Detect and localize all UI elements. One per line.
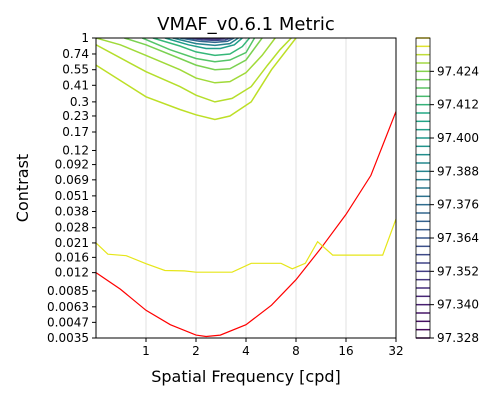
y-tick-label: 0.23 [62,109,89,123]
y-tick-label: 0.0063 [47,300,89,314]
y-tick-label: 0.0035 [47,331,89,345]
x-tick-label: 1 [142,344,150,358]
colorbar-tick-label: 97.352 [437,264,479,278]
series-line-1 [96,218,396,273]
y-tick-label: 0.0047 [47,315,89,329]
x-axis-ticks: 1 2 4 8 16 32 [142,338,404,358]
y-tick-label: 0.051 [55,189,89,203]
y-tick-label: 0.17 [62,125,89,139]
contour-line-3 [124,38,263,71]
contour-line-0 [96,38,297,121]
contour-lines [96,38,297,121]
y-tick-label: 0.016 [55,250,89,264]
colorbar-tick-label: 97.400 [437,131,479,145]
y-tick-label: 0.41 [62,78,89,92]
colorbar-frame [415,37,431,339]
contour-line-7 [172,38,239,47]
x-tick-label: 4 [242,344,250,358]
y-axis-label: Contrast [13,154,32,222]
x-tick-label: 8 [292,344,300,358]
x-tick-label: 2 [192,344,200,358]
y-tick-label: 0.069 [55,173,89,187]
colorbar-tick-label: 97.388 [437,164,479,178]
y-tick-label: 0.021 [55,236,89,250]
y-tick-label: 0.0085 [47,284,89,298]
y-tick-label: 0.028 [55,221,89,235]
x-axis-label: Spatial Frequency [cpd] [151,367,341,386]
y-tick-label: 0.092 [55,158,89,172]
colorbar-tick-label: 97.340 [437,298,479,312]
y-tick-label: 0.12 [62,143,89,157]
y-tick-label: 0.3 [70,95,89,109]
y-tick-label: 1 [81,31,89,45]
contour-line-4 [142,38,256,63]
x-tick-label: 32 [388,344,403,358]
contour-line-5 [152,38,251,57]
colorbar-tick-label: 97.412 [437,98,479,112]
y-tick-label: 0.74 [62,47,89,61]
chart-title: VMAF_v0.6.1 Metric [157,14,335,35]
y-tick-label: 0.038 [55,204,89,218]
x-tick-label: 16 [338,344,353,358]
colorbar-tick-label: 97.376 [437,198,479,212]
y-tick-label: 0.55 [62,63,89,77]
colorbar-tick-label: 97.424 [437,64,479,78]
series-line-0 [96,111,396,338]
series-lines [96,111,396,338]
grid-lines [145,38,347,338]
colorbar: 97.424 97.412 97.400 97.388 97.376 97.364 97.3… [415,37,479,345]
colorbar-tick-label: 97.364 [437,231,479,245]
contour-line-1 [96,38,292,103]
y-tick-label: 0.012 [55,266,89,280]
contour-line-2 [96,38,276,84]
contour-line-8 [179,38,235,44]
contour-line-6 [164,38,243,50]
contour-line-9 [186,38,232,42]
colorbar-tick-label: 97.328 [437,331,479,345]
